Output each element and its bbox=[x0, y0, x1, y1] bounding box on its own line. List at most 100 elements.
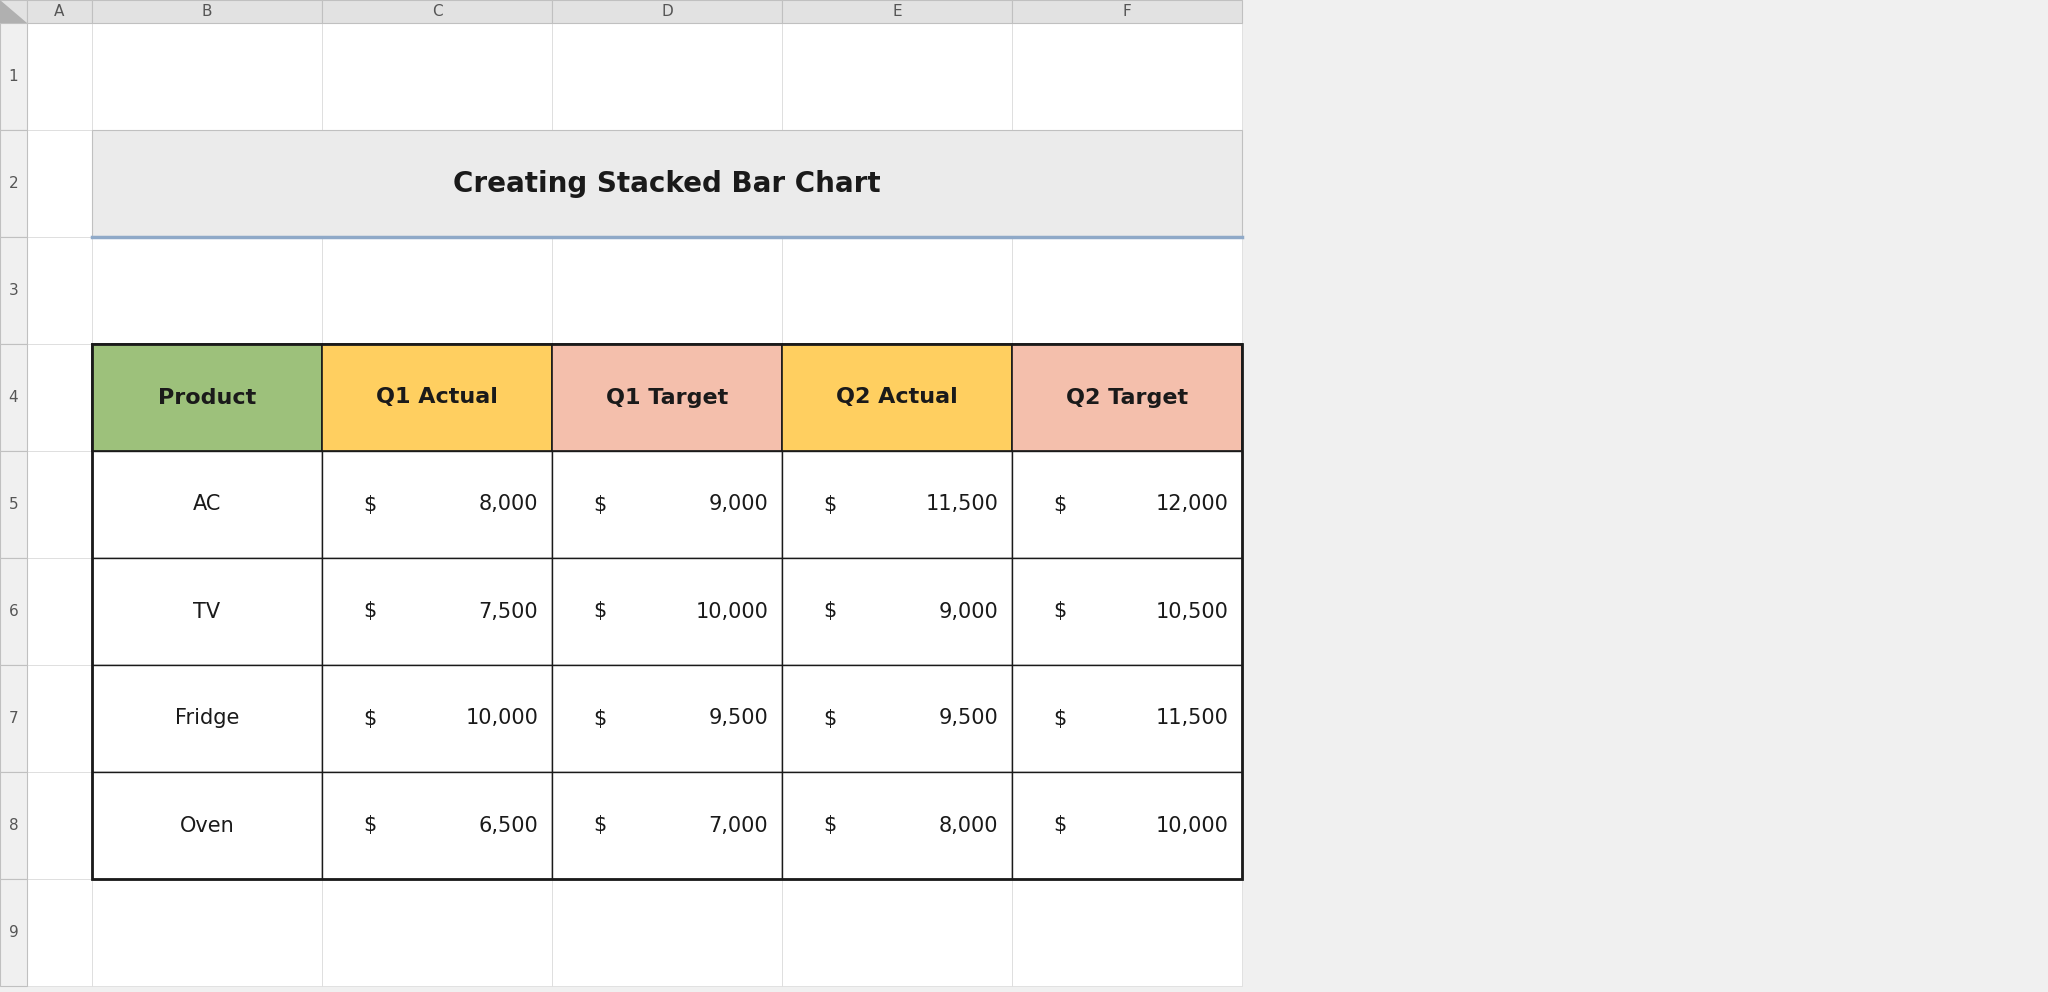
Bar bbox=[92, 451, 322, 558]
Bar bbox=[782, 772, 1012, 879]
Bar bbox=[553, 451, 782, 558]
Bar bbox=[27, 772, 92, 879]
Bar bbox=[782, 344, 1012, 451]
Text: 10,000: 10,000 bbox=[465, 708, 539, 728]
Bar bbox=[553, 344, 782, 451]
Bar bbox=[322, 451, 553, 558]
Bar bbox=[0, 344, 27, 451]
Text: 11,500: 11,500 bbox=[1155, 708, 1229, 728]
Bar bbox=[27, 23, 1241, 986]
Bar bbox=[322, 23, 553, 130]
Bar bbox=[782, 665, 1012, 772]
Bar bbox=[553, 344, 782, 451]
Bar bbox=[0, 558, 27, 665]
Text: 2: 2 bbox=[8, 176, 18, 191]
Bar bbox=[782, 665, 1012, 772]
Text: $: $ bbox=[594, 815, 606, 835]
Bar bbox=[782, 451, 1012, 558]
Bar bbox=[1012, 558, 1241, 665]
Bar bbox=[92, 344, 322, 451]
Bar bbox=[782, 558, 1012, 665]
Text: 7,000: 7,000 bbox=[709, 815, 768, 835]
Text: $: $ bbox=[362, 708, 377, 728]
Bar bbox=[1012, 665, 1241, 772]
Text: 9,000: 9,000 bbox=[709, 494, 768, 515]
Bar bbox=[553, 879, 782, 986]
Bar bbox=[782, 879, 1012, 986]
Text: A: A bbox=[55, 4, 66, 19]
Text: $: $ bbox=[823, 601, 838, 622]
Text: B: B bbox=[203, 4, 213, 19]
Bar bbox=[27, 23, 92, 130]
Text: 7,500: 7,500 bbox=[479, 601, 539, 622]
Bar bbox=[92, 665, 322, 772]
Bar bbox=[553, 772, 782, 879]
Bar bbox=[1012, 344, 1241, 451]
Text: Q1 Actual: Q1 Actual bbox=[377, 388, 498, 408]
Bar bbox=[1012, 0, 1241, 23]
Text: D: D bbox=[662, 4, 674, 19]
Bar bbox=[322, 0, 553, 23]
Bar bbox=[553, 237, 782, 344]
Bar bbox=[1012, 451, 1241, 558]
Bar bbox=[27, 879, 92, 986]
Bar bbox=[92, 558, 322, 665]
Text: $: $ bbox=[594, 708, 606, 728]
Bar bbox=[322, 772, 553, 879]
Bar bbox=[322, 237, 553, 344]
Bar bbox=[0, 237, 27, 344]
Bar bbox=[782, 0, 1012, 23]
Text: $: $ bbox=[1053, 708, 1067, 728]
Bar bbox=[1012, 344, 1241, 451]
Bar bbox=[0, 0, 27, 23]
Bar bbox=[782, 344, 1012, 451]
Bar bbox=[0, 130, 27, 237]
Bar bbox=[1012, 130, 1241, 237]
Text: 3: 3 bbox=[8, 283, 18, 298]
Text: $: $ bbox=[362, 494, 377, 515]
Bar bbox=[92, 130, 322, 237]
Text: 9,500: 9,500 bbox=[938, 708, 997, 728]
Text: $: $ bbox=[823, 708, 838, 728]
Bar bbox=[782, 451, 1012, 558]
Bar bbox=[782, 558, 1012, 665]
Bar bbox=[322, 344, 553, 451]
Text: $: $ bbox=[362, 815, 377, 835]
Bar bbox=[92, 451, 322, 558]
Bar bbox=[782, 130, 1012, 237]
Bar bbox=[92, 23, 322, 130]
Bar bbox=[553, 772, 782, 879]
Bar bbox=[322, 879, 553, 986]
Bar bbox=[92, 558, 322, 665]
Bar bbox=[322, 344, 553, 451]
Bar bbox=[553, 665, 782, 772]
Bar bbox=[782, 237, 1012, 344]
Text: 9: 9 bbox=[8, 925, 18, 940]
Bar bbox=[0, 665, 27, 772]
Text: 10,500: 10,500 bbox=[1155, 601, 1229, 622]
Text: 5: 5 bbox=[8, 497, 18, 512]
Bar bbox=[1012, 879, 1241, 986]
Text: $: $ bbox=[823, 815, 838, 835]
Text: $: $ bbox=[362, 601, 377, 622]
Bar bbox=[322, 665, 553, 772]
Text: 1: 1 bbox=[8, 69, 18, 84]
Text: $: $ bbox=[594, 601, 606, 622]
Bar bbox=[322, 772, 553, 879]
Bar bbox=[92, 772, 322, 879]
Bar bbox=[92, 772, 322, 879]
Bar bbox=[92, 130, 1241, 237]
Text: Oven: Oven bbox=[180, 815, 233, 835]
Text: 8,000: 8,000 bbox=[938, 815, 997, 835]
Bar bbox=[553, 451, 782, 558]
Text: 6: 6 bbox=[8, 604, 18, 619]
Bar bbox=[1012, 23, 1241, 130]
Bar bbox=[322, 558, 553, 665]
Text: $: $ bbox=[594, 494, 606, 515]
Text: 4: 4 bbox=[8, 390, 18, 405]
Bar bbox=[92, 344, 322, 451]
Text: 7: 7 bbox=[8, 711, 18, 726]
Polygon shape bbox=[0, 0, 27, 23]
Bar bbox=[0, 451, 27, 558]
Text: $: $ bbox=[1053, 601, 1067, 622]
